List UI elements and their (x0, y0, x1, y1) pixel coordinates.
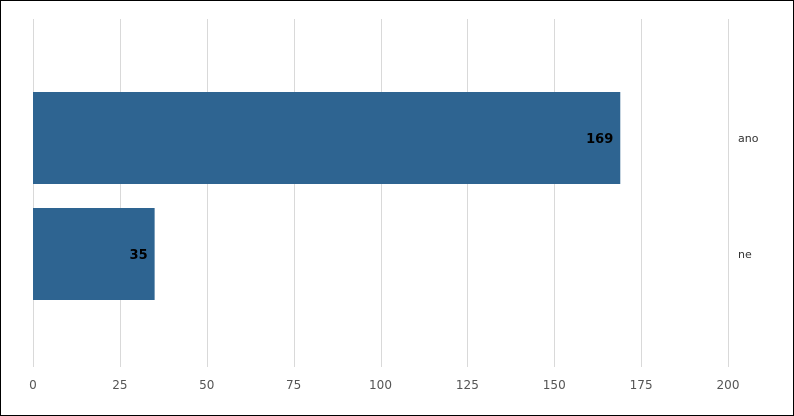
bar-ne (33, 208, 155, 300)
x-axis-ticks: 0 25 50 75 100 125 150 175 200 (29, 378, 739, 392)
category-label-ano: ano (738, 132, 759, 145)
x-tick-label: 175 (630, 378, 653, 392)
x-tick-label: 125 (456, 378, 479, 392)
x-tick-label: 200 (717, 378, 740, 392)
data-label-ano: 169 (586, 132, 613, 147)
x-tick-label: 0 (29, 378, 37, 392)
x-tick-label: 100 (369, 378, 392, 392)
bars (33, 92, 621, 300)
category-label-ne: ne (738, 248, 752, 261)
data-label-ne: 35 (130, 248, 148, 263)
category-labels: ano ne (738, 132, 759, 261)
x-tick-label: 50 (199, 378, 214, 392)
x-tick-label: 150 (543, 378, 566, 392)
bar-ano (33, 92, 621, 184)
grid-lines (33, 19, 729, 367)
data-labels: 169 35 (130, 132, 614, 263)
x-tick-label: 75 (286, 378, 301, 392)
x-tick-label: 25 (112, 378, 127, 392)
